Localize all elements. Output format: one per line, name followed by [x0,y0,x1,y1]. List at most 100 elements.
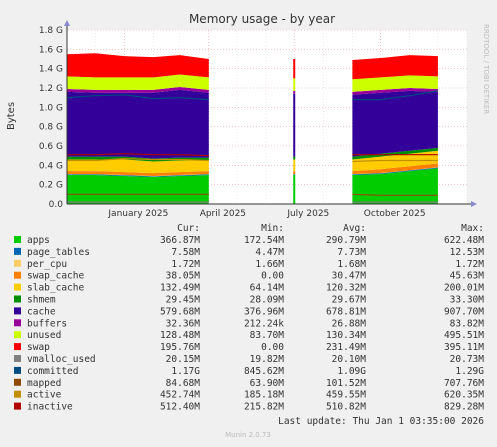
legend-value-avg: 7.73M [337,247,366,258]
legend-value-min: 215.82M [244,402,284,413]
area-page_tables [293,174,295,175]
x-tick-label: July 2025 [286,209,329,219]
last-update: Last update: Thu Jan 1 03:35:00 2026 [278,416,484,427]
legend-value-avg: 1.68M [337,259,366,270]
legend-value-avg: 26.88M [332,318,367,329]
legend-value-cur: 1.17G [171,366,200,377]
area-shmem [293,157,295,160]
legend-swatch-per_cpu [14,260,21,267]
legend-value-avg: 20.10M [332,354,367,365]
y-tick-label: 0.4 G [39,161,63,171]
area-swap [293,59,295,78]
legend-value-min: 83.70M [250,330,285,341]
legend-label-swap: swap [27,342,50,353]
legend-label-apps: apps [27,235,50,246]
y-tick-label: 1.2 G [39,84,63,94]
legend-value-cur: 366.87M [160,235,200,246]
legend-swatch-vmalloc_used [14,355,21,362]
legend-value-min: 1.66M [255,259,284,270]
legend-label-buffers: buffers [27,318,67,329]
rrdtool-watermark: RRDTOOL / TOBI OETIKER [482,24,490,114]
legend-value-min: 185.18M [244,390,284,401]
legend-value-cur: 579.68M [160,306,200,317]
legend-value-max: 707.76M [444,378,484,389]
x-tick-label: April 2025 [200,209,246,219]
y-tick-label: 0.0 [49,200,64,210]
legend-value-min: 0.00 [261,342,284,353]
legend-label-slab_cache: slab_cache [27,283,84,294]
legend-value-max: 12.53M [450,247,485,258]
legend-value-cur: 38.05M [166,271,201,282]
legend-value-min: 19.82M [250,354,285,365]
area-slab_cache [293,160,295,172]
legend-value-min: 845.62M [244,366,284,377]
x-tick-label: January 2025 [107,209,168,219]
legend-value-cur: 32.36M [166,318,201,329]
area-cache [293,94,295,157]
legend-value-cur: 20.15M [166,354,201,365]
legend-swatch-committed [14,367,21,374]
legend-value-avg: 130.34M [326,330,366,341]
y-tick-label: 0.6 G [39,142,63,152]
legend-value-avg: 231.49M [326,342,366,353]
legend-value-cur: 128.48M [160,330,200,341]
legend-value-avg: 120.32M [326,283,366,294]
legend-value-max: 395.11M [444,342,484,353]
legend-label-committed: committed [27,366,78,377]
legend-swatch-buffers [14,319,21,326]
y-tick-label: 1.6 G [39,45,63,55]
legend-swatch-swap [14,343,21,350]
area-buffers [293,91,295,94]
legend-swatch-cache [14,307,21,314]
legend-value-avg: 101.52M [326,378,366,389]
legend-swatch-slab_cache [14,284,21,291]
legend-label-swap_cache: swap_cache [27,271,84,282]
area-cache [67,90,209,159]
legend-label-active: active [27,390,62,401]
legend-value-min: 212.24k [244,318,284,329]
legend-swatch-active [14,391,21,398]
area-cache [352,91,438,157]
legend-value-max: 1.72M [455,259,484,270]
area-unused [293,78,295,91]
legend-value-cur: 512.40M [160,402,200,413]
area-apps [67,175,209,204]
x-tick-label: October 2025 [364,209,426,219]
legend-header: Max: [461,223,484,234]
legend-label-unused: unused [27,330,61,341]
y-tick-label: 1.4 G [39,65,63,75]
legend-value-avg: 678.81M [326,306,366,317]
area-apps [293,175,295,204]
legend-label-shmem: shmem [27,295,56,306]
legend-value-cur: 1.72M [171,259,200,270]
legend-value-avg: 510.82M [326,402,366,413]
chart-title: Memory usage - by year [189,12,335,26]
legend-swatch-shmem [14,296,21,303]
legend-value-max: 829.28M [444,402,484,413]
legend-value-max: 1.29G [455,366,484,377]
legend-header: Cur: [177,223,200,234]
legend-value-max: 622.48M [444,235,484,246]
legend-value-max: 907.70M [444,306,484,317]
munin-footer: Munin 2.0.73 [225,431,271,439]
legend-value-min: 0.00 [261,271,284,282]
legend-label-page_tables: page_tables [27,247,90,258]
legend-value-avg: 459.55M [326,390,366,401]
legend-label-per_cpu: per_cpu [27,259,67,270]
legend-value-min: 172.54M [244,235,284,246]
legend-label-inactive: inactive [27,402,73,413]
area-swap_cache [293,171,295,174]
legend-swatch-swap_cache [14,272,21,279]
legend-value-cur: 84.68M [166,378,201,389]
area-swap [67,53,209,77]
legend-value-cur: 7.58M [171,247,200,258]
legend-value-min: 63.90M [250,378,285,389]
legend-value-cur: 452.74M [160,390,200,401]
y-tick-label: 0.2 G [39,181,63,191]
y-tick-label: 1.0 G [39,103,63,113]
legend-header: Min: [261,223,284,234]
legend-value-avg: 1.09G [337,366,366,377]
y-tick-label: 0.8 G [39,123,63,133]
